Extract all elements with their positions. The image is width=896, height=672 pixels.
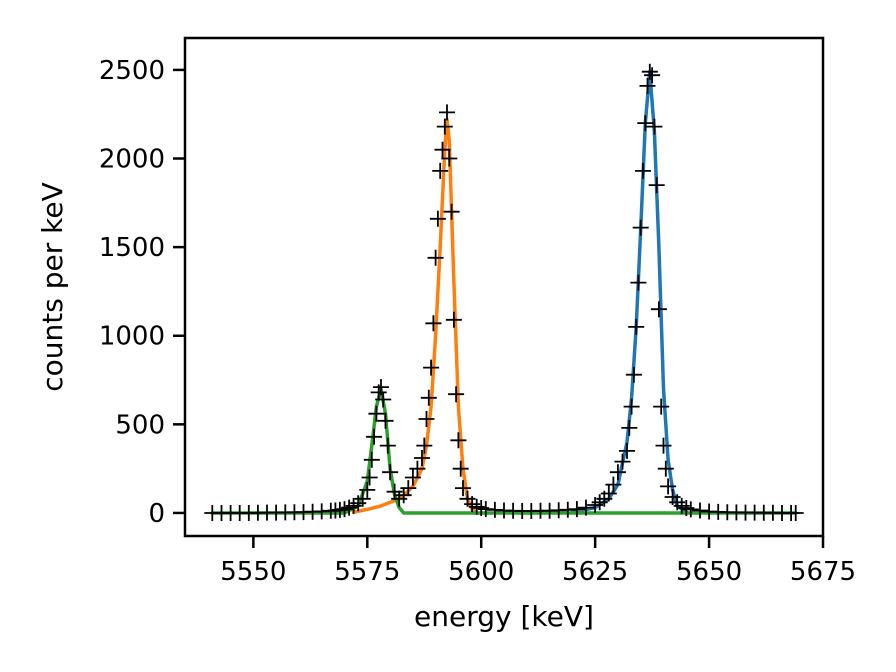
data-point <box>366 428 383 445</box>
x-axis-ticks: 5550 5575 5600 5625 5650 5675 <box>220 536 856 587</box>
data-point <box>379 437 396 454</box>
data-point <box>630 274 647 291</box>
x-tick-label: 5675 <box>790 557 856 587</box>
data-point <box>692 502 708 519</box>
data-point <box>657 460 674 477</box>
y-tick-label: 2000 <box>99 145 165 175</box>
data-point <box>605 476 622 493</box>
data-point <box>363 451 380 468</box>
data-point <box>632 219 649 236</box>
y-tick-label: 0 <box>148 499 165 529</box>
data-point <box>637 115 654 132</box>
data-point <box>455 480 471 497</box>
data-point <box>448 386 465 403</box>
data-point <box>646 118 663 135</box>
data-point <box>682 501 699 518</box>
data-point <box>650 301 667 318</box>
y-tick-label: 2500 <box>99 56 165 86</box>
data-point <box>375 391 392 408</box>
data-point <box>441 150 458 167</box>
data-point <box>418 411 435 427</box>
data-point <box>628 318 645 335</box>
data-point <box>639 77 656 94</box>
data-point <box>420 389 437 406</box>
data-point <box>427 249 444 266</box>
data-point <box>373 379 389 396</box>
data-point <box>432 162 449 179</box>
data-point <box>619 442 635 459</box>
y-tick-label: 500 <box>115 410 165 440</box>
data-point <box>354 490 371 507</box>
data-point <box>416 437 433 454</box>
data-point <box>404 469 421 486</box>
y-axis-label: counts per keV <box>36 182 69 392</box>
y-tick-label: 1500 <box>99 233 165 263</box>
data-point <box>377 412 394 429</box>
data-point <box>429 210 446 227</box>
plot-frame <box>183 36 825 538</box>
data-point <box>436 118 453 135</box>
x-axis-label: energy [keV] <box>414 600 594 633</box>
data-point <box>655 437 672 454</box>
data-point <box>600 485 617 502</box>
x-tick-label: 5575 <box>334 557 400 587</box>
data-point <box>452 460 469 477</box>
data-point <box>439 104 455 121</box>
data-point <box>409 460 426 477</box>
data-point <box>578 499 594 516</box>
data-point <box>653 398 670 415</box>
data-point <box>641 63 658 80</box>
data-point <box>414 450 430 466</box>
data-point <box>445 311 462 328</box>
y-tick-label: 1000 <box>99 322 165 352</box>
data-point <box>625 366 642 383</box>
data-point <box>423 359 440 376</box>
x-tick-label: 5600 <box>448 557 514 587</box>
data-point <box>568 501 585 518</box>
data-point <box>361 469 378 486</box>
x-tick-label: 5650 <box>676 557 742 587</box>
data-point <box>382 464 399 481</box>
data-point <box>623 398 640 415</box>
data-point <box>434 141 451 158</box>
y-axis-ticks: 0 500 1000 1500 2000 2500 <box>99 56 185 529</box>
data-point <box>648 177 665 194</box>
data-point <box>787 505 804 521</box>
data-point <box>660 478 677 495</box>
data-point <box>609 464 626 481</box>
data-point <box>450 432 467 449</box>
data-point <box>621 419 638 436</box>
data-point <box>400 480 417 497</box>
data-point <box>359 481 376 498</box>
data-point <box>368 405 385 422</box>
data-point <box>614 453 631 470</box>
x-tick-label: 5550 <box>220 557 286 587</box>
data-point <box>443 203 460 220</box>
fit-curves <box>210 69 798 515</box>
fit-curve-3 <box>210 387 798 515</box>
x-tick-label: 5625 <box>562 557 628 587</box>
data-point <box>635 162 651 179</box>
data-point <box>425 315 442 332</box>
data-point <box>644 67 661 84</box>
data-points <box>204 63 804 521</box>
